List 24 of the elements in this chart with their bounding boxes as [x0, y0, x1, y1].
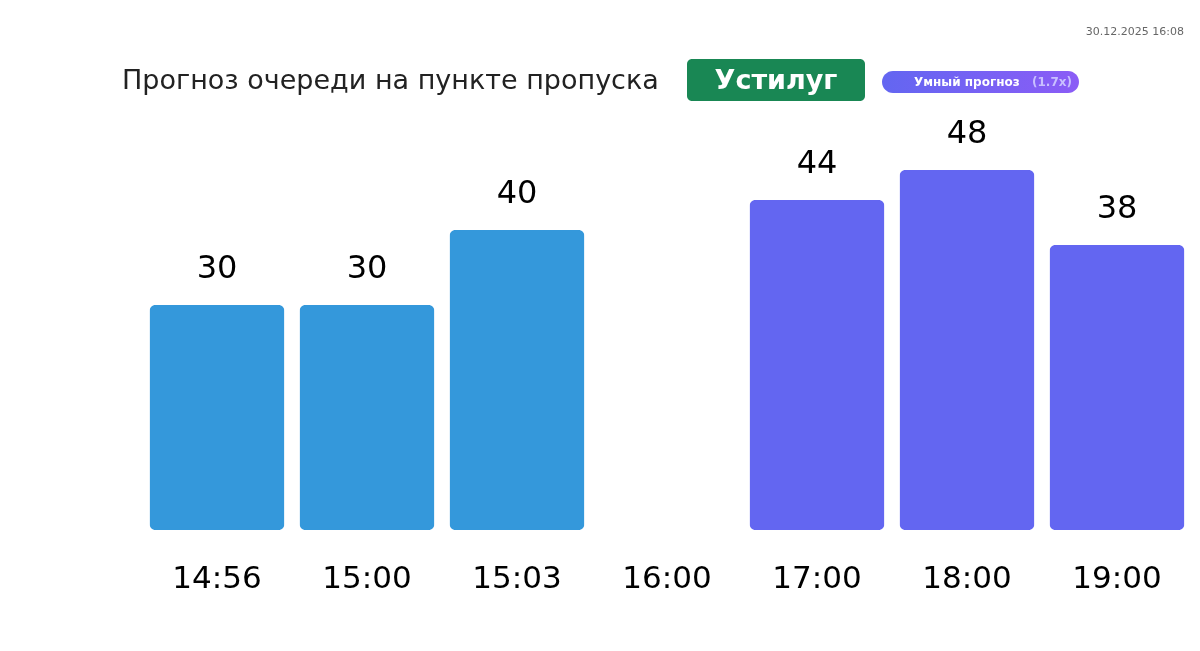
data-label: 30	[346, 248, 388, 286]
data-label: 30	[196, 248, 238, 286]
x-tick-label: 17:00	[772, 558, 862, 595]
bar	[899, 170, 1035, 530]
chart-title: Прогноз очереди на пункте пропуска	[122, 64, 659, 95]
x-tick-label: 18:00	[922, 558, 1012, 595]
x-tick-label: 15:00	[322, 558, 412, 595]
bar	[299, 305, 435, 530]
data-label: 40	[496, 173, 538, 211]
bar	[1049, 245, 1185, 530]
bar	[149, 305, 285, 530]
text: 30.12.2025 16:08	[1085, 25, 1184, 38]
text: Умный прогноз	[914, 75, 1020, 89]
data-label: 44	[796, 143, 838, 181]
text: (1.7x)	[1032, 75, 1072, 89]
bar	[449, 230, 585, 530]
bar	[749, 200, 885, 530]
x-tick-label: 19:00	[1072, 558, 1162, 595]
x-tick-label: 16:00	[622, 558, 712, 595]
x-tick-label: 14:56	[172, 558, 262, 595]
x-tick-label: 15:03	[472, 558, 562, 595]
data-label: 48	[946, 113, 988, 151]
data-label: 38	[1096, 188, 1138, 226]
chart-subtitle: Устилуг	[714, 64, 838, 95]
